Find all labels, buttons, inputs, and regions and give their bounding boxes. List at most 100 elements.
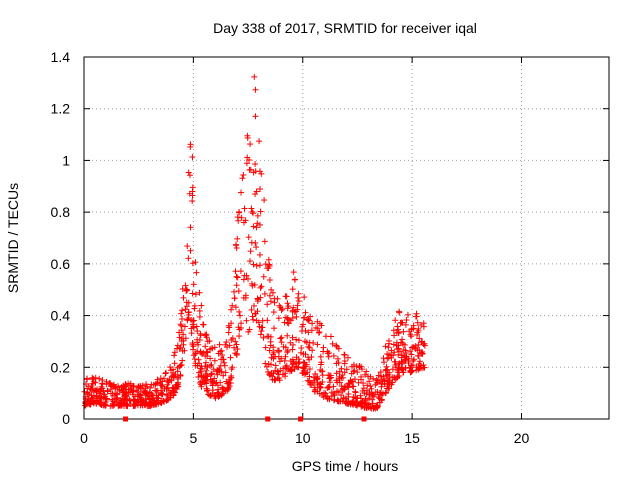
- data-point: [276, 377, 283, 384]
- data-point: [127, 397, 134, 404]
- data-point: [367, 383, 374, 390]
- data-point: [304, 369, 311, 376]
- data-point: [329, 340, 336, 347]
- data-point: [295, 337, 302, 344]
- tick-labels: 0 5 10 15 20 0 0.2 0.4 0.6 0.8 1 1.2 1.4: [51, 49, 530, 446]
- data-point: [395, 342, 402, 349]
- data-point: [228, 306, 235, 313]
- data-point: [413, 310, 420, 317]
- data-point: [410, 325, 417, 332]
- axis-marker: [123, 416, 129, 422]
- data-point: [397, 348, 404, 355]
- data-point: [243, 317, 250, 324]
- data-point: [189, 341, 196, 348]
- data-point: [233, 341, 240, 348]
- data-point: [397, 339, 404, 346]
- data-point: [394, 323, 401, 330]
- data-point: [369, 391, 376, 398]
- data-point: [331, 392, 338, 399]
- data-point: [233, 350, 240, 357]
- data-point: [407, 331, 414, 338]
- data-point: [231, 288, 238, 295]
- data-point: [220, 385, 227, 392]
- data-point: [304, 377, 311, 384]
- data-point: [274, 295, 281, 302]
- data-point: [121, 392, 128, 399]
- data-point: [418, 339, 425, 346]
- axis-marker: [298, 416, 304, 422]
- data-point: [287, 339, 294, 346]
- data-point: [259, 324, 266, 331]
- data-point: [363, 368, 370, 375]
- data-point: [185, 299, 192, 306]
- data-point: [242, 217, 249, 224]
- data-point: [184, 316, 191, 323]
- data-point: [185, 309, 192, 316]
- data-point: [238, 214, 245, 221]
- data-point: [185, 169, 192, 176]
- data-point: [267, 372, 274, 379]
- data-point: [356, 363, 363, 370]
- data-point: [402, 347, 409, 354]
- data-point: [125, 380, 132, 387]
- data-point: [111, 401, 118, 408]
- data-point: [305, 317, 312, 324]
- data-point: [237, 312, 244, 319]
- y-tick-label: 0: [62, 411, 70, 427]
- data-point: [417, 362, 424, 369]
- data-point: [293, 313, 300, 320]
- data-point: [262, 344, 269, 351]
- data-point: [250, 261, 257, 268]
- data-point: [137, 396, 144, 403]
- data-point: [268, 361, 275, 368]
- data-point: [125, 386, 132, 393]
- data-point: [317, 361, 324, 368]
- data-point: [200, 321, 207, 328]
- data-point: [320, 344, 327, 351]
- data-point: [193, 323, 200, 330]
- data-point: [265, 333, 272, 340]
- data-point: [130, 391, 137, 398]
- chart-title: Day 338 of 2017, SRMTID for receiver iqa…: [213, 20, 477, 36]
- data-point: [257, 221, 264, 228]
- data-point: [183, 303, 190, 310]
- data-point: [305, 329, 312, 336]
- data-point: [178, 322, 185, 329]
- data-point: [343, 398, 350, 405]
- data-point: [339, 372, 346, 379]
- data-point: [415, 352, 422, 359]
- data-point: [316, 320, 323, 327]
- data-point: [414, 319, 421, 326]
- data-point: [151, 397, 158, 404]
- data-point: [375, 372, 382, 379]
- data-point: [183, 287, 190, 294]
- data-point: [341, 358, 348, 365]
- data-point: [381, 359, 388, 366]
- data-point: [419, 338, 426, 345]
- data-point: [235, 288, 242, 295]
- data-point: [344, 383, 351, 390]
- data-point: [198, 363, 205, 370]
- data-point: [295, 298, 302, 305]
- data-point: [300, 365, 307, 372]
- data-point: [306, 344, 313, 351]
- data-point: [404, 311, 411, 318]
- data-point: [266, 261, 273, 268]
- data-point: [386, 385, 393, 392]
- data-point: [196, 307, 203, 314]
- data-point: [103, 378, 110, 385]
- data-point: [307, 313, 314, 320]
- data-point: [355, 379, 362, 386]
- data-point: [250, 210, 257, 217]
- data-point: [231, 295, 238, 302]
- y-tick-label: 1: [62, 152, 70, 168]
- data-point: [135, 391, 142, 398]
- data-point: [215, 367, 222, 374]
- data-point: [234, 346, 241, 353]
- data-point: [266, 371, 273, 378]
- data-point: [232, 350, 239, 357]
- data-point: [364, 382, 371, 389]
- data-point: [399, 336, 406, 343]
- data-point: [414, 331, 421, 338]
- data-point: [375, 394, 382, 401]
